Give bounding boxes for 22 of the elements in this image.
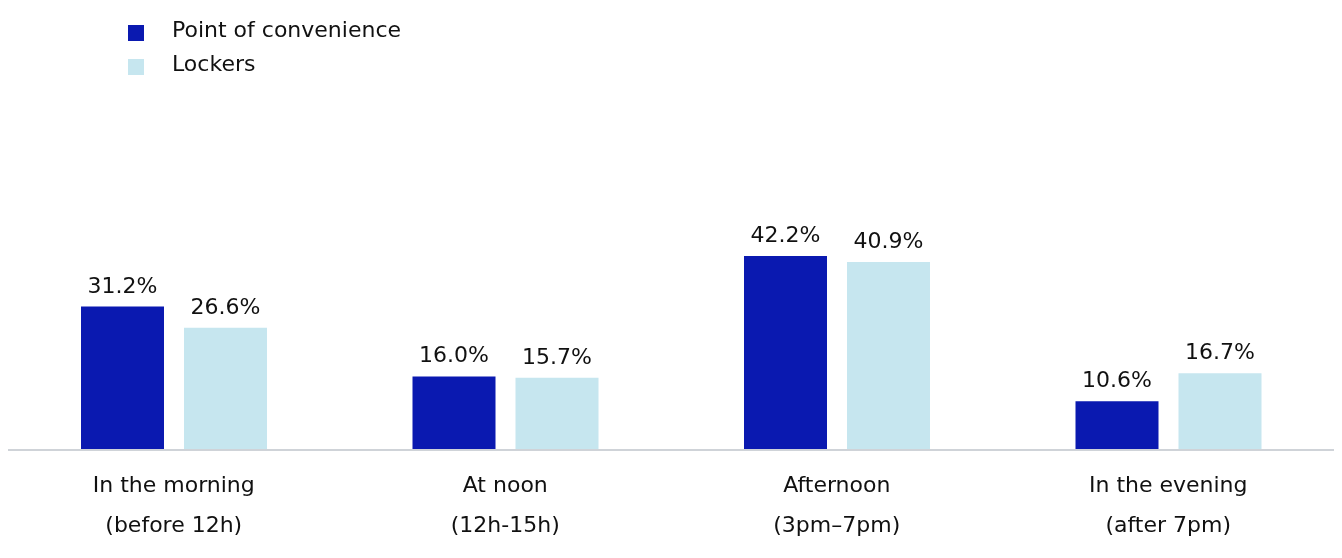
bar [412,376,496,450]
bar [1178,373,1262,450]
bar [81,306,164,450]
x-tick-label: In the evening (after 7pm) [1088,472,1248,537]
legend-label: Point of convenience [172,16,402,42]
data-label: 16.0% [419,342,489,368]
bar [184,327,267,450]
data-label: 42.2% [750,222,821,247]
data-label: 10.6% [1082,367,1152,393]
bar [847,261,930,450]
bar [744,256,827,450]
bar [1075,401,1159,450]
data-label: 31.2% [87,272,158,298]
x-tick-label: In the morning (before 12h) [92,472,255,537]
data-label: 40.9% [853,227,924,253]
data-label: 26.6% [190,293,261,319]
bar [515,377,599,450]
x-tick-label: At noon (12h-15h) [450,472,560,537]
x-tick-label: Afternoon (3pm–7pm) [773,472,901,537]
data-label: 15.7% [522,343,592,369]
data-label: 16.7% [1185,339,1255,365]
legend-label: Lockers [172,50,256,76]
